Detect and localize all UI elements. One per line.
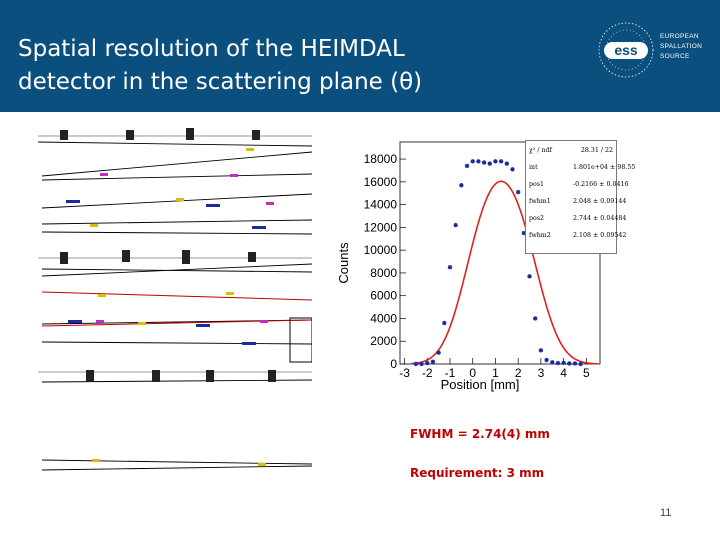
data-point [567,361,572,366]
y-tick-label: 14000 [364,198,398,212]
data-point [436,350,441,355]
slide-title-line-1: Spatial resolution of the HEIMDAL [18,36,405,62]
data-point [419,361,424,367]
data-point [533,316,538,321]
data-point [464,163,470,169]
x-tick-label: 5 [583,366,590,380]
data-point [442,320,447,326]
stats-value: 2.048 ± 0.09144 [573,197,627,205]
event-display-strip-image [41,459,313,471]
y-tick-label: 4000 [370,311,397,325]
data-point [578,361,583,367]
data-point [521,230,527,236]
slide-title: Spatial resolution of the HEIMDAL detect… [18,33,578,99]
stats-key: int [529,163,538,171]
data-point [555,360,561,366]
y-tick-label: 16000 [364,175,398,189]
x-tick-label: 2 [515,366,522,380]
stats-value: 2.744 ± 0.04484 [573,214,627,222]
x-tick-label: 4 [560,366,567,380]
data-point [493,159,498,164]
requirement-note: Requirement: 3 mm [410,466,545,480]
resolution-chart: 0 2000 4000 6000 8000 10000 12000 14000 16000 180… [332,134,622,396]
data-point [470,159,475,164]
stats-value: 28.31 / 22 [580,146,613,154]
logo-line-2: SPALLATION [660,43,703,50]
ess-logo-mark: ess [598,22,654,78]
y-tick-label: 0 [390,357,397,371]
page-number: 11 [660,507,672,519]
y-tick-label: 12000 [364,220,398,234]
stats-key: fwhm2 [529,231,551,239]
stats-key: pos2 [529,214,545,222]
stats-row: pos1 -0.2166 ± 0.0416 [529,177,628,191]
data-point [498,159,504,164]
stats-key: pos1 [529,180,545,188]
logo-line-3: SOURCE [660,53,690,60]
data-point [453,222,458,228]
chart-svg: 0 2000 4000 6000 8000 10000 12000 14000 16000 180… [336,141,601,392]
event-display-strip [38,448,313,484]
data-point [459,183,464,188]
data-point [413,361,419,367]
data-point [544,357,549,363]
data-point [476,159,481,164]
y-tick-label: 6000 [370,289,397,303]
data-point [515,189,521,195]
data-point [550,360,555,365]
x-tick-label: 3 [538,366,545,380]
stats-key: fwhm1 [529,197,551,205]
data-point [538,348,544,353]
data-point [481,160,487,165]
data-point [561,360,566,366]
x-tick-label: -3 [399,366,410,380]
data-point [425,360,430,366]
fit-stats-box: χ² / ndf 28.31 / 22 int 1.801e+04 ± 98.5… [525,140,635,254]
event-display-image [37,128,313,383]
stats-value: 2.108 ± 0.09542 [573,231,627,239]
data-point [487,161,492,166]
stats-row: fwhm1 2.048 ± 0.09144 [529,194,626,208]
stats-value: 1.801e+04 ± 98.55 [573,163,636,171]
stats-row: fwhm2 2.108 ± 0.09542 [529,228,626,242]
y-axis-label: Counts [336,242,351,284]
stats-row: χ² / ndf 28.31 / 22 [529,143,613,157]
logo-line-1: EUROPEAN [660,33,699,40]
stats-value: -0.2166 ± 0.0416 [573,180,629,188]
slide-header: Spatial resolution of the HEIMDAL detect… [0,0,720,112]
fit-curve [411,180,598,365]
data-point [527,274,532,279]
data-point [572,361,578,366]
ess-logo: ess EUROPEAN SPALLATION SOURCE [596,22,708,78]
x-tick-label: -1 [445,366,456,380]
ess-logo-mark-text: ess [614,42,638,58]
data-point [430,359,436,364]
fwhm-note: FWHM = 2.74(4) mm [410,427,550,441]
event-display-panel [37,124,313,386]
stats-row: pos2 2.744 ± 0.04484 [529,211,626,225]
x-tick-label: 0 [469,366,476,380]
data-point [447,265,453,270]
ess-logo-text: EUROPEAN SPALLATION SOURCE [660,32,702,62]
x-axis-label: Position [mm] [441,377,520,392]
slide-title-line-2: detector in the scattering plane (θ) [18,69,423,95]
y-tick-label: 2000 [370,334,397,348]
x-tick-label: -2 [422,366,433,380]
x-tick-label: 1 [492,366,499,380]
data-point [510,167,515,172]
data-point [504,161,510,166]
y-tick-label: 8000 [370,266,397,280]
stats-key: χ² / ndf [529,146,552,154]
stats-row: int 1.801e+04 ± 98.55 [529,160,635,174]
y-tick-label: 18000 [364,152,398,166]
y-tick-label: 10000 [364,243,398,257]
